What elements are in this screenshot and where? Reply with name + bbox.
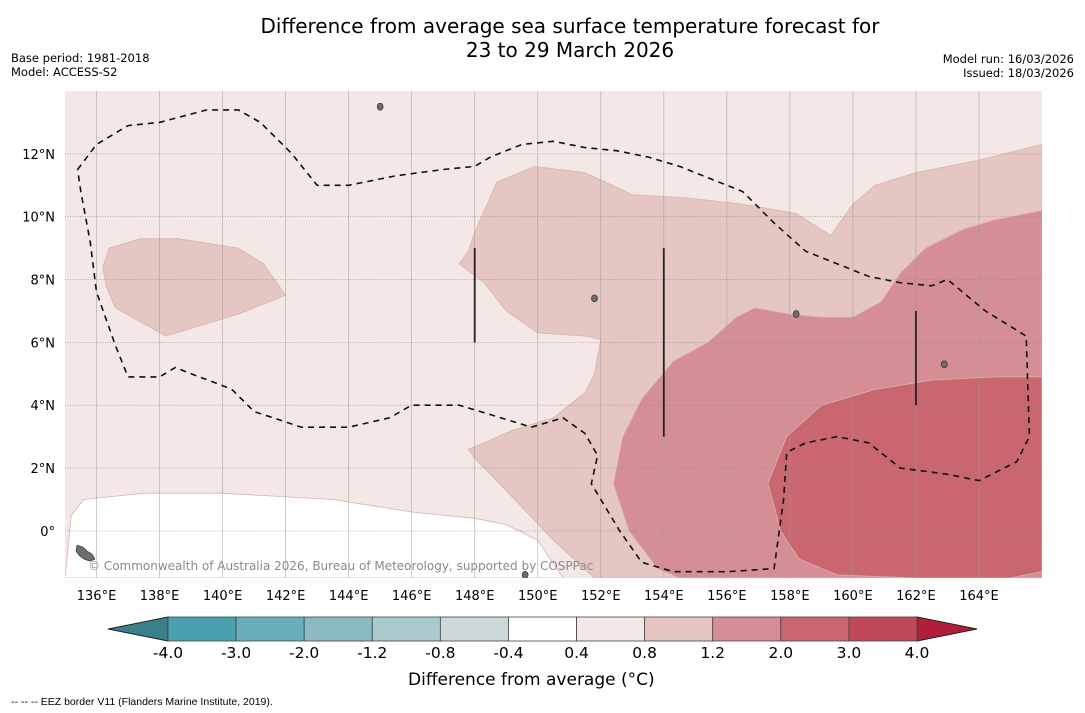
eez-border-line (76, 109, 1031, 573)
meta-left: Base period: 1981-2018 Model: ACCESS-S2 (11, 51, 150, 79)
lon-tick-label: 162°E (896, 589, 936, 604)
lon-tick-label: 158°E (770, 589, 810, 604)
copyright-notice: © Commonwealth of Australia 2026, Bureau… (88, 559, 593, 573)
lon-tick-label: 154°E (644, 589, 684, 604)
lon-tick-label: 146°E (392, 589, 432, 604)
island-chuuk (591, 294, 598, 303)
base-period: Base period: 1981-2018 (11, 51, 150, 65)
colorbar-swatch (167, 616, 237, 642)
lon-tick-label: 144°E (329, 589, 369, 604)
colorbar-swatch (644, 616, 714, 642)
colorbar-swatch (371, 616, 441, 642)
lon-tick-label: 140°E (203, 589, 243, 604)
map-title: Difference from average sea surface temp… (0, 14, 1085, 62)
model-name: Model: ACCESS-S2 (11, 65, 118, 79)
island-waigeo (75, 544, 96, 562)
anomaly-contours (65, 143, 1042, 578)
colorbar-swatch (235, 616, 305, 642)
islands (75, 102, 948, 578)
colorbar-swatch (712, 616, 782, 642)
eez-footnote: -- -- -- EEZ border V11 (Flanders Marine… (11, 696, 273, 708)
colorbar-tick-label: -0.8 (425, 644, 455, 662)
colorbar-tick-label: 1.2 (700, 644, 725, 662)
colorbar-extend-high (916, 616, 978, 642)
colorbar-tick-label: 0.8 (632, 644, 657, 662)
contour-region (102, 238, 287, 337)
lat-tick-label: 8°N (31, 274, 56, 289)
colorbar-extend-low (107, 616, 169, 642)
lon-tick-label: 142°E (266, 589, 306, 604)
island-manus-east (521, 571, 529, 578)
lat-tick-label: 0° (40, 525, 55, 540)
lon-tick-label: 152°E (581, 589, 621, 604)
colorbar-title: Difference from average (°C) (408, 670, 655, 690)
lon-tick-label: 138°E (140, 589, 180, 604)
colorbar-tick-label: -4.0 (153, 644, 183, 662)
lat-tick-label: 6°N (31, 336, 56, 351)
map-plot-area: © Commonwealth of Australia 2026, Bureau… (65, 91, 1042, 578)
colorbar-tick-label: -2.0 (289, 644, 319, 662)
colorbar-tick-label: 0.4 (564, 644, 589, 662)
island-kosrae (940, 360, 948, 369)
colorbar-swatch (303, 616, 373, 642)
colorbar-swatch (508, 616, 577, 642)
title-line-1: Difference from average sea surface temp… (260, 14, 880, 38)
lat-tick-label: 2°N (31, 462, 56, 477)
colorbar-swatch (576, 616, 646, 642)
colorbar: -4.0 -3.0 -2.0 -1.2 -0.8 -0.4 0.4 0.8 1.2 2.0 3.0 4… (107, 616, 978, 662)
colorbar-tick-label: 4.0 (905, 644, 930, 662)
colorbar-swatch (439, 616, 509, 642)
colorbar-swatch (848, 616, 918, 642)
lon-tick-label: 148°E (455, 589, 495, 604)
title-line-2: 23 to 29 March 2026 (465, 38, 675, 62)
issued-date: Issued: 18/03/2026 (963, 66, 1074, 80)
colorbar-tick-label: 3.0 (837, 644, 862, 662)
guide-lines (473, 248, 917, 437)
contour-region (65, 492, 564, 578)
colorbar-swatch (780, 616, 850, 642)
lon-tick-label: 150°E (518, 589, 558, 604)
lon-tick-label: 160°E (833, 589, 873, 604)
model-run: Model run: 16/03/2026 (942, 52, 1074, 66)
latitude-tick-labels: 0° 2°N 4°N 6°N 8°N 10°N 12°N (22, 148, 55, 540)
colorbar-tick-label: 2.0 (768, 644, 793, 662)
lat-tick-label: 12°N (22, 148, 55, 163)
meta-right: Model run: 16/03/2026 Issued: 18/03/2026 (943, 52, 1074, 80)
lon-tick-label: 136°E (77, 589, 117, 604)
island-guam (376, 102, 384, 111)
colorbar-tick-label: -3.0 (221, 644, 251, 662)
colorbar-tick-label: -0.4 (493, 644, 523, 662)
lon-tick-label: 164°E (959, 589, 999, 604)
colorbar-tick-label: -1.2 (357, 644, 387, 662)
lat-tick-label: 4°N (31, 399, 56, 414)
eez-borders (76, 109, 1031, 573)
longitude-tick-labels: 136°E 138°E 140°E 142°E 144°E 146°E 148°E 150°E… (77, 589, 999, 604)
island-pohnpei (792, 310, 800, 318)
lon-tick-label: 156°E (707, 589, 747, 604)
contour-region (767, 376, 1042, 578)
lat-tick-label: 10°N (22, 211, 55, 226)
